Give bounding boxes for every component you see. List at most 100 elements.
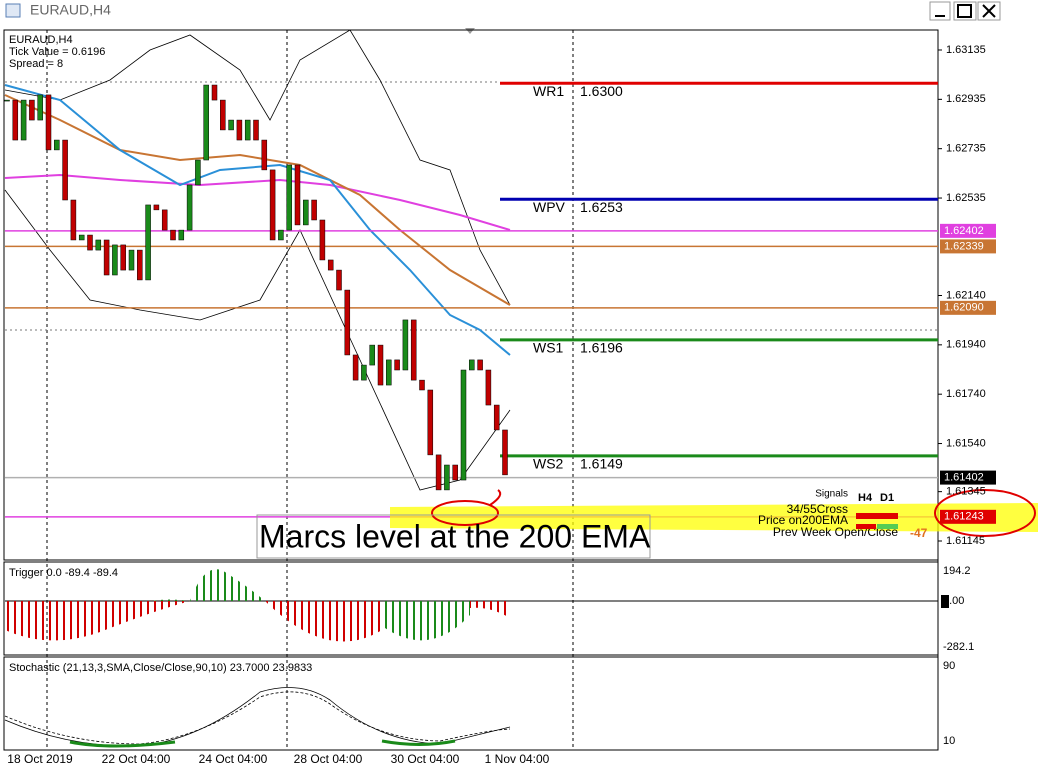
signals-row: 34/55Cross: [787, 502, 848, 516]
candle: [4, 99, 10, 102]
pivot-value: 1.6300: [580, 83, 623, 99]
candle: [303, 199, 309, 226]
candle: [45, 94, 52, 151]
main-pane: [3, 29, 939, 561]
candle: [394, 359, 400, 371]
candle: [37, 94, 43, 121]
price-tag-label: 1.61402: [944, 471, 984, 483]
signals-row: Price on200EMA: [758, 513, 848, 527]
x-tick-label: 28 Oct 04:00: [294, 752, 363, 766]
indicator-curves: [4, 29, 511, 491]
candle: [70, 199, 77, 241]
window-controls[interactable]: [929, 1, 1001, 21]
signal-cell: [856, 524, 876, 529]
candle: [361, 364, 367, 381]
symbol-label: EURAUD,H4: [9, 34, 73, 46]
y-tick-label: 1.61940: [946, 339, 986, 351]
candle: [62, 139, 68, 201]
pivot-name: WR1: [533, 83, 564, 99]
candle: [327, 259, 334, 271]
shift-marker: [465, 28, 475, 34]
candle: [319, 219, 326, 261]
candle: [427, 389, 434, 456]
x-tick-label: 18 Oct 2019: [7, 752, 73, 766]
candle: [269, 169, 276, 241]
pivot-value: 1.6253: [580, 199, 623, 215]
candle: [161, 209, 168, 231]
trigger-histogram: [5, 569, 510, 642]
candle: [228, 119, 234, 131]
signals-column: D1: [880, 492, 894, 504]
pivot-name: WPV: [533, 199, 566, 215]
candle: [186, 184, 193, 231]
x-tick-label: 22 Oct 04:00: [102, 752, 171, 766]
trigger-label: Trigger 0.0 -89.4 -89.4: [9, 567, 118, 579]
y-tick-label: 1.62735: [946, 143, 986, 155]
price-tag: [940, 239, 996, 254]
maximize-icon: [957, 4, 972, 18]
close-icon: [982, 4, 996, 18]
trigger-axis-label: 0.00: [943, 595, 964, 607]
spread: Spread = 8: [9, 58, 63, 70]
y-tick-label: 1.61145: [946, 535, 985, 547]
stochastic-axis-label: 10: [943, 735, 955, 747]
dotted-levels: [5, 81, 938, 331]
candle: [20, 99, 27, 141]
signals-column: H4: [858, 492, 873, 504]
candle: [244, 119, 251, 141]
candle: [170, 229, 176, 241]
candle: [419, 379, 425, 391]
candle: [352, 354, 359, 381]
price-tag: [940, 223, 996, 238]
minimize-button[interactable]: [929, 1, 951, 21]
candle: [220, 99, 226, 131]
candle: [112, 244, 118, 276]
candle: [452, 464, 458, 481]
candle: [128, 249, 135, 271]
app-icon: [5, 3, 21, 18]
candle: [54, 139, 60, 151]
pivot-name: WS2: [533, 456, 564, 472]
candle: [153, 204, 160, 211]
zero-tag: [941, 595, 949, 608]
candle: [311, 199, 317, 221]
candle: [78, 234, 85, 241]
price-tag: [940, 470, 996, 485]
x-tick-label: 24 Oct 04:00: [199, 752, 268, 766]
price-tag: [940, 300, 996, 315]
annotation-text: Marcs level at the 200 EMA: [259, 518, 651, 554]
candle: [377, 344, 384, 386]
candle: [460, 369, 467, 481]
signal-cell: [856, 513, 898, 519]
candle: [211, 84, 218, 101]
candle: [195, 159, 201, 186]
candle: [203, 84, 209, 161]
x-tick-label: 30 Oct 04:00: [391, 752, 460, 766]
candle: [145, 204, 151, 281]
trigger-axis-label: 194.2: [943, 565, 971, 577]
candle: [120, 244, 126, 271]
scribble: [489, 489, 502, 506]
period-separators: [46, 30, 574, 750]
candle: [278, 229, 284, 241]
candle: [402, 319, 409, 371]
price-tag: [940, 509, 996, 524]
candle: [369, 344, 375, 366]
candle: [336, 269, 342, 291]
price-tag-label: 1.62339: [944, 240, 984, 252]
y-tick-label: 1.62935: [946, 93, 986, 105]
candle: [103, 239, 110, 276]
candle: [444, 464, 450, 491]
x-tick-label: 1 Nov 04:00: [485, 752, 550, 766]
candle: [29, 99, 35, 121]
candle: [178, 229, 185, 241]
candle: [294, 164, 301, 226]
circle-annotation: [431, 500, 499, 526]
title-bar: [0, 0, 1004, 22]
candle: [261, 139, 268, 171]
signals-title: Signals: [815, 489, 848, 500]
candle: [435, 454, 442, 491]
